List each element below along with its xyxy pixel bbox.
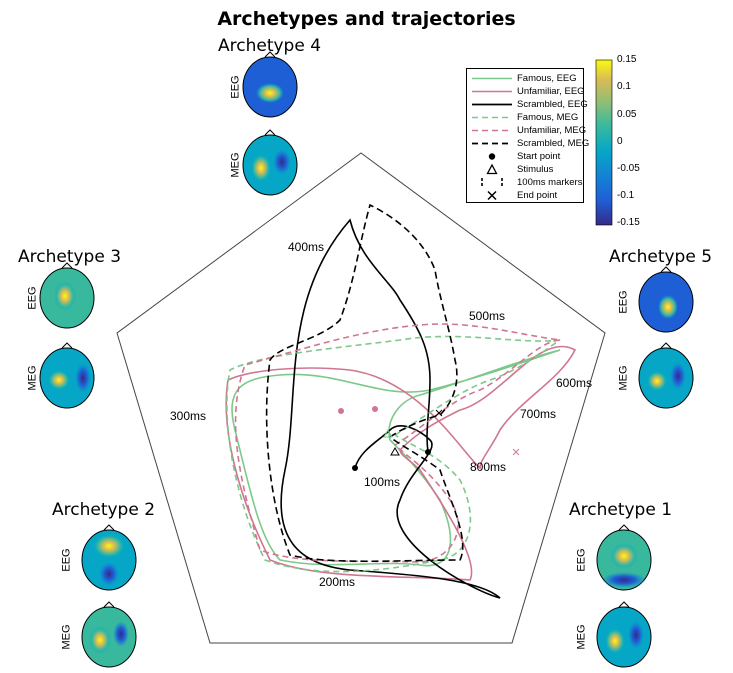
a3-meg-label: MEG	[26, 365, 39, 391]
topomap-a4-meg	[242, 129, 298, 196]
legend-label: Unfamiliar, EEG	[517, 86, 585, 97]
a4-eeg-label: EEG	[229, 75, 242, 99]
legend-unfamiliar-meg: Unfamiliar, MEG	[467, 124, 587, 137]
start-point-black	[425, 449, 431, 455]
trajectory-markers	[338, 406, 520, 471]
legend-start-point: Start point	[467, 150, 585, 163]
legend-end-point: End point	[467, 189, 585, 202]
a5-meg-label: MEG	[617, 365, 630, 391]
scrambled-meg-line	[265, 203, 464, 563]
unfamiliar-eeg-line	[225, 345, 577, 581]
legend-label: Start point	[517, 151, 561, 162]
colorbar	[595, 59, 613, 226]
end-point-marker	[435, 409, 443, 417]
a1-eeg-label: EEG	[575, 548, 588, 572]
time-label-200: 200ms	[319, 575, 356, 589]
topomap-a4-eeg	[242, 51, 298, 118]
time-label-800: 800ms	[470, 460, 507, 474]
colorbar-tick: 0.15	[617, 54, 637, 65]
pentagon-frame	[116, 152, 606, 644]
legend-famous-meg: Famous, MEG	[467, 111, 585, 124]
colorbar-tick: 0	[617, 136, 623, 147]
legend-unfamiliar-eeg: Unfamiliar, EEG	[467, 85, 585, 98]
topomap-a3-meg	[39, 342, 95, 409]
legend-label: Unfamiliar, MEG	[517, 125, 587, 136]
time-label-400: 400ms	[288, 240, 325, 254]
a1-meg-label: MEG	[575, 624, 588, 650]
topomaps	[39, 51, 694, 668]
topomap-a2-meg	[81, 601, 137, 668]
a4-meg-label: MEG	[229, 152, 242, 178]
topomap-a3-eeg	[39, 262, 95, 329]
start-point-unfamiliar	[338, 408, 344, 414]
triangle-icon	[486, 163, 498, 175]
legend-label: 100ms markers	[517, 177, 583, 188]
colorbar-tick: 0.1	[617, 81, 631, 92]
a5-eeg-label: EEG	[617, 290, 630, 314]
archetype-5-title: Archetype 5	[609, 247, 713, 267]
legend-stimulus: Stimulus	[467, 163, 585, 176]
time-label-300: 300ms	[170, 409, 207, 423]
time-label-500: 500ms	[469, 309, 506, 323]
legend-label: Famous, MEG	[517, 112, 579, 123]
a3-eeg-label: EEG	[26, 286, 39, 310]
stimulus-marker-2	[383, 428, 393, 438]
archetype-1-title: Archetype 1	[569, 500, 673, 520]
start-point-icon	[488, 153, 496, 160]
a2-meg-label: MEG	[60, 624, 73, 650]
colorbar-tick: 0.05	[617, 109, 637, 120]
stimulus-marker	[390, 446, 400, 456]
figure-title: Archetypes and trajectories	[217, 8, 516, 30]
topomap-a2-eeg	[81, 524, 137, 591]
topomap-a5-eeg	[638, 266, 694, 333]
famous-eeg-line	[231, 349, 561, 567]
unfamiliar-meg-line	[234, 323, 561, 563]
a2-eeg-label: EEG	[60, 548, 73, 572]
colorbar-tick: -0.05	[617, 163, 640, 174]
legend-famous-eeg: Famous, EEG	[467, 72, 585, 85]
legend-label: Scrambled, EEG	[517, 99, 588, 110]
tick-marks-icon	[481, 178, 503, 187]
topomap-a1-eeg	[596, 524, 652, 591]
archetype-2-title: Archetype 2	[52, 500, 156, 520]
time-label-600: 600ms	[556, 376, 593, 390]
time-label-700: 700ms	[520, 407, 557, 421]
archetype-3-title: Archetype 3	[18, 247, 122, 267]
start-point-pink	[372, 406, 378, 412]
legend-label: Stimulus	[517, 164, 554, 175]
legend-label: Famous, EEG	[517, 73, 577, 84]
trajectories	[225, 203, 577, 599]
scrambled-eeg-line	[280, 218, 501, 599]
famous-meg-line	[226, 335, 561, 573]
cross-icon	[487, 190, 497, 201]
legend-100ms-markers: 100ms markers	[467, 176, 585, 189]
colorbar-tick: -0.1	[617, 190, 635, 201]
legend-label: Scrambled, MEG	[517, 138, 590, 149]
end-point-marker-2	[512, 448, 520, 456]
legend-label: End point	[517, 190, 558, 201]
colorbar-tick: -0.15	[617, 217, 640, 228]
legend: Famous, EEG Unfamiliar, EEG Scrambled, E…	[466, 68, 589, 203]
topomap-a5-meg	[638, 342, 694, 409]
start-point-scrambled	[352, 465, 358, 471]
archetype-4-title: Archetype 4	[218, 36, 322, 56]
time-label-100: 100ms	[364, 475, 401, 489]
topomap-a1-meg	[596, 601, 652, 668]
legend-scrambled-eeg: Scrambled, EEG	[467, 98, 588, 111]
legend-scrambled-meg: Scrambled, MEG	[467, 137, 589, 150]
